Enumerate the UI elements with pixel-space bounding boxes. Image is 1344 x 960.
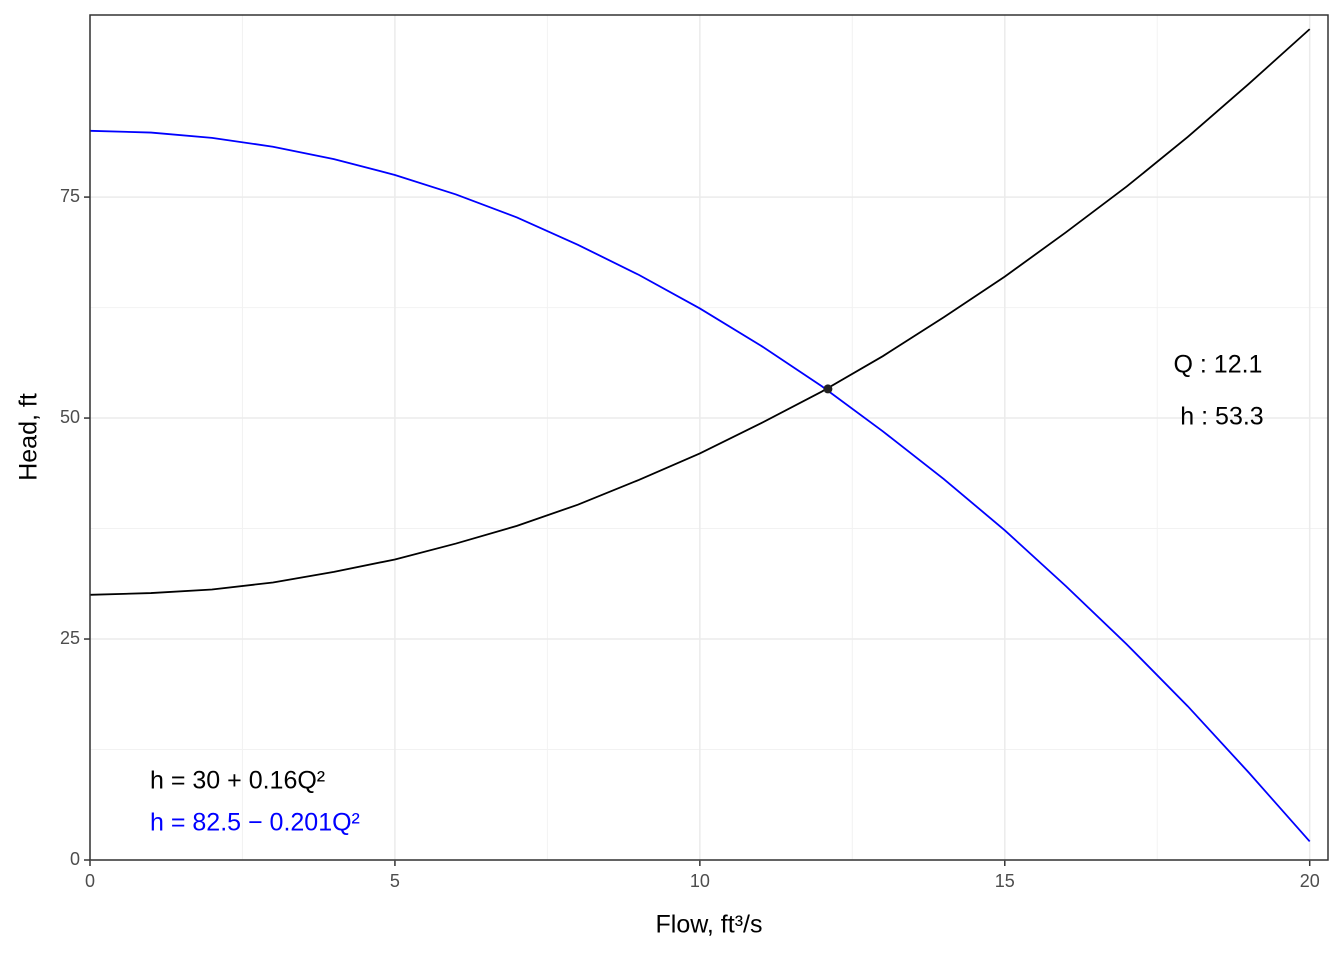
- series-line: [89, 129, 1311, 843]
- x-tick-label: 20: [1300, 871, 1320, 891]
- y-tick-label: 0: [70, 849, 80, 869]
- x-tick-label: 0: [85, 871, 95, 891]
- panel-border: [89, 14, 1329, 861]
- legend-equation: h = 30 + 0.16Q²: [150, 767, 325, 795]
- x-axis-label: Flow, ft³/s: [656, 911, 763, 939]
- series-line: [89, 28, 1311, 596]
- x-tick-label: 5: [390, 871, 400, 891]
- x-tick-label: 10: [690, 871, 710, 891]
- intersection-h-label: h : 53.3: [1180, 403, 1263, 431]
- y-tick-label: 25: [60, 628, 80, 648]
- y-tick-label: 75: [60, 186, 80, 206]
- y-axis-label: Head, ft: [15, 393, 43, 481]
- y-tick-label: 50: [60, 407, 80, 427]
- legend-equation: h = 82.5 − 0.201Q²: [150, 809, 360, 837]
- intersection-point: [823, 384, 833, 394]
- plot-background: [90, 15, 1328, 860]
- intersection-q-label: Q : 12.1: [1174, 351, 1263, 379]
- x-tick-label: 15: [995, 871, 1015, 891]
